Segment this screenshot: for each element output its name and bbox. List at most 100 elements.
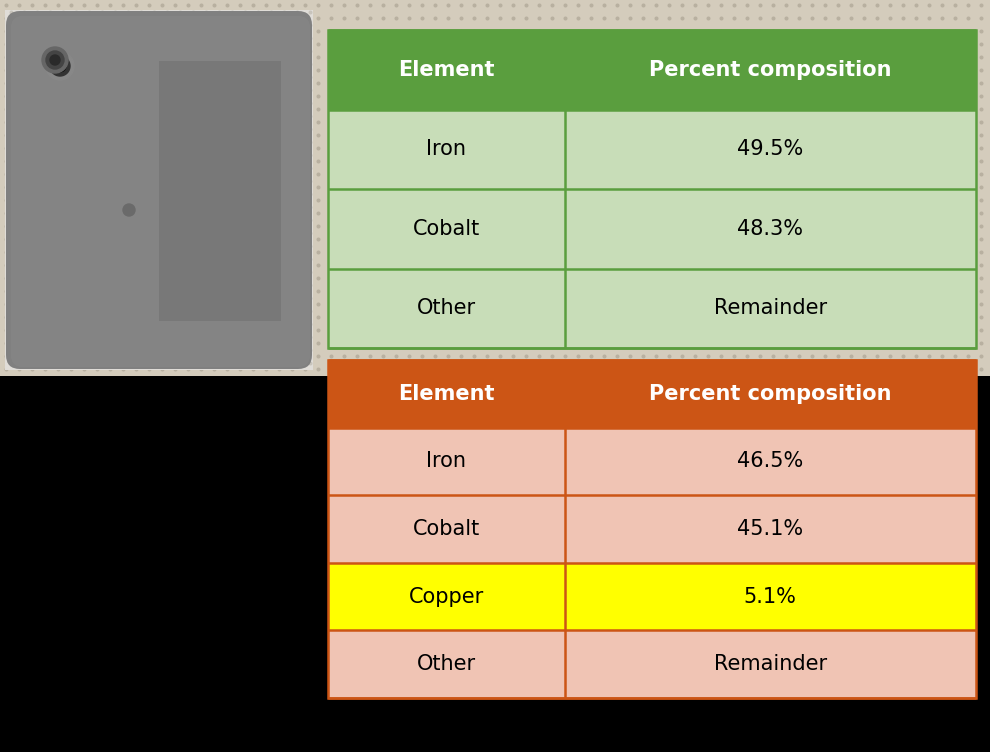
Circle shape [577,30,580,33]
Circle shape [785,679,788,682]
Circle shape [75,11,78,14]
Circle shape [577,316,580,319]
Circle shape [616,381,619,383]
Circle shape [720,562,723,565]
Circle shape [798,432,801,435]
Circle shape [382,342,385,345]
Circle shape [720,355,723,358]
Circle shape [734,588,736,591]
Circle shape [245,37,247,40]
Circle shape [486,290,489,293]
Circle shape [270,24,273,27]
Circle shape [902,393,905,396]
Circle shape [304,342,307,345]
Circle shape [304,601,307,604]
Circle shape [980,705,983,708]
Circle shape [205,206,208,209]
Circle shape [5,251,8,254]
Circle shape [304,355,307,358]
Circle shape [344,355,346,358]
Circle shape [122,290,125,293]
Circle shape [772,406,775,409]
Circle shape [32,588,34,591]
Circle shape [694,238,697,241]
Circle shape [746,355,748,358]
Circle shape [109,562,112,565]
Circle shape [291,121,294,124]
Circle shape [226,588,229,591]
Circle shape [240,679,242,682]
Circle shape [447,731,449,734]
Circle shape [309,89,312,92]
Circle shape [720,43,723,46]
Circle shape [460,406,462,409]
Circle shape [109,601,112,604]
Circle shape [526,121,528,124]
Circle shape [421,744,424,747]
Circle shape [460,199,462,202]
Circle shape [838,303,840,306]
Circle shape [257,336,259,339]
Circle shape [772,562,775,565]
Circle shape [746,406,748,409]
Circle shape [213,329,216,332]
Circle shape [45,731,47,734]
Circle shape [101,180,104,183]
Circle shape [564,199,567,202]
Circle shape [526,5,528,7]
Circle shape [369,43,372,46]
Circle shape [174,536,177,538]
Circle shape [734,601,736,604]
Circle shape [161,147,163,150]
Circle shape [915,264,918,267]
Circle shape [954,186,956,189]
Circle shape [668,134,671,137]
Circle shape [83,679,86,682]
Circle shape [218,141,221,144]
Circle shape [941,82,943,85]
Circle shape [283,11,286,14]
Circle shape [902,601,905,604]
Circle shape [187,96,190,98]
Circle shape [18,523,21,526]
Circle shape [616,251,619,254]
Circle shape [32,212,34,215]
Circle shape [603,640,606,643]
Circle shape [317,705,320,708]
Circle shape [889,316,892,319]
Circle shape [734,718,736,721]
Circle shape [83,43,86,46]
Circle shape [564,212,567,215]
Circle shape [798,225,801,228]
Circle shape [278,108,281,111]
Circle shape [746,329,748,332]
Circle shape [720,679,723,682]
Circle shape [720,601,723,604]
Circle shape [265,601,268,604]
Circle shape [929,368,931,371]
Circle shape [915,186,918,189]
Circle shape [179,50,182,53]
Circle shape [435,692,437,695]
Circle shape [37,11,39,14]
Circle shape [304,406,307,409]
Circle shape [603,56,606,59]
Circle shape [136,82,138,85]
Circle shape [707,679,710,682]
Circle shape [88,50,91,53]
Circle shape [954,147,956,150]
Circle shape [309,336,312,339]
Circle shape [460,108,462,111]
Circle shape [616,186,619,189]
Circle shape [929,303,931,306]
Circle shape [551,82,553,85]
Circle shape [70,108,73,111]
Circle shape [96,510,99,513]
Circle shape [486,173,489,176]
Circle shape [369,199,372,202]
Circle shape [226,393,229,396]
Circle shape [734,536,736,538]
Circle shape [278,225,281,228]
Circle shape [109,316,112,319]
Circle shape [929,43,931,46]
